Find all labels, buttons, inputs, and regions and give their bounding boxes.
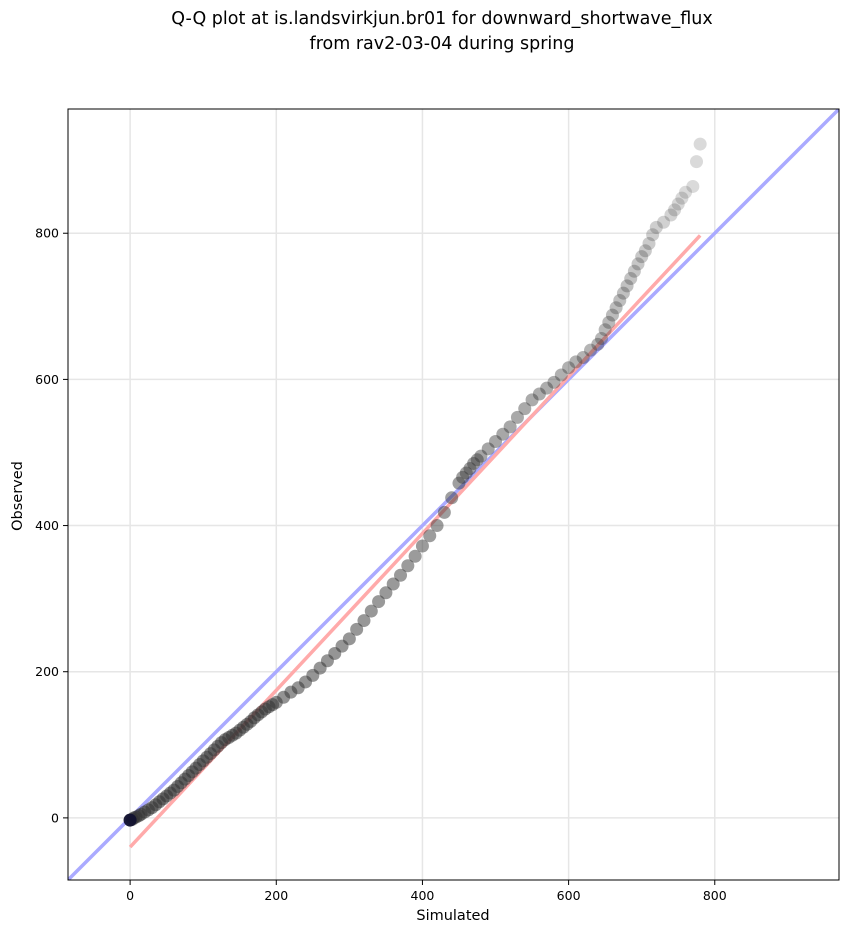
qq-point <box>401 559 415 573</box>
qq-point <box>679 185 693 199</box>
qq-point <box>456 470 470 484</box>
qq-point <box>562 361 576 375</box>
qq-point <box>430 519 444 533</box>
y-tick-label-800: 800 <box>35 226 59 241</box>
qq-point <box>693 137 707 151</box>
qq-point <box>609 301 623 315</box>
x-axis-label: Simulated <box>416 908 489 924</box>
qq-point <box>668 203 682 217</box>
qq-point <box>642 236 656 250</box>
grid-lines <box>68 109 839 880</box>
y-tick-label-600: 600 <box>35 372 59 387</box>
qq-point <box>646 228 660 242</box>
qq-point <box>372 595 386 609</box>
identity-line <box>68 109 839 880</box>
identity-line-layer <box>68 109 839 880</box>
qq-point-first <box>123 813 137 827</box>
qq-point <box>613 293 627 307</box>
qq-point <box>671 197 685 211</box>
qq-point <box>540 381 554 395</box>
qq-point <box>423 529 437 543</box>
qq-point <box>452 476 466 490</box>
qq-point <box>386 577 400 591</box>
qq-point <box>598 323 612 337</box>
qq-point <box>686 179 700 193</box>
qq-point <box>364 604 378 618</box>
quantile-points <box>123 137 707 827</box>
qq-point <box>379 586 393 600</box>
qq-point <box>569 355 583 369</box>
qq-point <box>350 622 364 636</box>
x-tick-label-200: 200 <box>264 888 288 903</box>
x-tick-label-800: 800 <box>703 888 727 903</box>
qq-point <box>591 337 605 351</box>
qq-point <box>675 191 689 205</box>
qq-point <box>408 549 422 563</box>
qq-point <box>525 393 539 407</box>
y-axis-label: Observed <box>10 461 26 531</box>
qq-point <box>631 257 645 271</box>
plot-area-frame <box>67 108 840 881</box>
qq-point <box>445 491 459 505</box>
qq-point <box>459 466 473 480</box>
qq-point <box>481 442 495 456</box>
qq-point <box>415 539 429 553</box>
qq-point <box>638 244 652 258</box>
qq-point <box>489 435 503 449</box>
qq-point <box>554 368 568 382</box>
qq-point <box>624 272 638 286</box>
y-tick-label-400: 400 <box>35 518 59 533</box>
qq-point <box>357 614 371 628</box>
qq-point <box>635 250 649 264</box>
qq-point <box>467 456 481 470</box>
y-tick-label-0: 0 <box>51 810 59 825</box>
qq-point <box>547 375 561 389</box>
qq-point <box>627 264 641 278</box>
qq-point <box>689 155 703 169</box>
qq-point <box>342 632 356 646</box>
y-tick-label-200: 200 <box>35 664 59 679</box>
qq-point <box>470 453 484 467</box>
chart-title-line-2: from rav2-03-04 during spring <box>310 34 575 54</box>
qq-point <box>496 427 510 441</box>
qq-point <box>616 286 630 300</box>
qq-point <box>532 387 546 401</box>
x-tick-label-0: 0 <box>126 888 134 903</box>
x-tick-label-600: 600 <box>557 888 581 903</box>
axis-ticks: 0 200 400 600 800 0 200 400 600 800 <box>35 226 727 903</box>
qq-point <box>437 505 451 519</box>
qq-point <box>620 279 634 293</box>
qq-point <box>510 410 524 424</box>
qq-point <box>576 350 590 364</box>
qq-point <box>394 568 408 582</box>
qq-point <box>474 449 488 463</box>
qq-point <box>594 331 608 345</box>
qq-point <box>518 402 532 416</box>
qq-point <box>584 343 598 357</box>
x-tick-label-400: 400 <box>411 888 435 903</box>
qq-point <box>664 208 678 222</box>
qq-point <box>602 315 616 329</box>
qq-point <box>649 220 663 234</box>
chart-title-line-1: Q-Q plot at is.landsvirkjun.br01 for dow… <box>171 9 713 29</box>
qq-point <box>605 308 619 322</box>
qq-point <box>657 215 671 229</box>
qq-point <box>463 462 477 476</box>
qq-point <box>503 420 517 434</box>
